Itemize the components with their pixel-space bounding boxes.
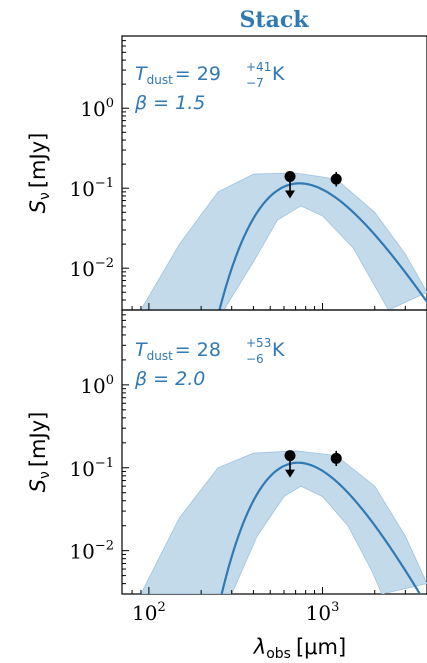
panel-top-beta-annotation: β = 1.5: [134, 92, 205, 114]
panel-bottom-points: [284, 450, 342, 478]
x-axis-label-symbol: λ: [253, 635, 266, 659]
panel-top: 100 10−1 10−2 Tdust = 29 +41 −7 K β = 1.5 S…: [26, 35, 427, 311]
panel-bottom: 100 10−1 10−2 102 103 Tdust = 28 +53 −6 K β …: [26, 309, 427, 625]
panel-bottom-tdust-annotation: Tdust = 28: [135, 339, 221, 363]
x-axis-label: λobs [μm]: [253, 635, 346, 662]
panel-top-tdust-err-high: +41: [246, 60, 271, 74]
panel-top-ylabel-symbol: S: [26, 200, 50, 213]
upper-limit-point: [284, 450, 296, 462]
chart-title: Stack: [240, 7, 310, 33]
panel-top-ylabel: Sν [mJy]: [26, 133, 53, 214]
panel-top-tdust-err-low: −7: [246, 76, 264, 90]
panel-top-tdust-symbol: T: [135, 63, 148, 85]
upper-limit-point: [284, 171, 296, 183]
panel-top-y-ticks: 100 10−1 10−2: [69, 35, 129, 311]
panel-top-band-layer: [140, 172, 427, 310]
x-axis-label-unit: [μm]: [296, 635, 346, 659]
panel-top-tdust-unit: K: [272, 63, 285, 85]
panel-bottom-uncertainty-band: [140, 450, 427, 594]
panel-bottom-beta-annotation: β = 2.0: [134, 368, 205, 390]
panel-bottom-y-ticks: 100 10−1 10−2: [69, 309, 129, 595]
x-tick-label: 102: [132, 600, 166, 625]
panel-top-ylabel-unit: [mJy]: [26, 133, 50, 188]
panel-bottom-tdust-symbol: T: [135, 339, 148, 361]
panel-top-tdust-value: = 29: [175, 63, 221, 85]
panel-bottom-tdust-err-high: +53: [246, 336, 271, 350]
panel-bottom-model-curve: [220, 461, 422, 594]
panel-bottom-tdust-unit: K: [272, 339, 285, 361]
panel-top-model-curve: [218, 182, 427, 310]
panel-bottom-band-layer: [140, 450, 427, 594]
x-tick-label: 103: [306, 600, 340, 625]
y-tick-label: 10−2: [69, 256, 114, 281]
upper-limit-arrow: [285, 469, 296, 478]
y-tick-label: 10−2: [69, 539, 114, 564]
panel-top-tdust-subscript: dust: [147, 73, 173, 87]
upper-limit-arrow: [285, 190, 296, 199]
y-tick-label: 100: [80, 373, 114, 398]
panel-bottom-frame: [121, 309, 427, 595]
panel-top-tdust-annotation: Tdust = 29: [135, 63, 221, 87]
panel-bottom-ylabel-unit: [mJy]: [26, 412, 50, 467]
panel-bottom-x-ticks: 102 103: [121, 587, 427, 625]
panel-top-points: [284, 171, 342, 199]
data-point: [330, 452, 342, 464]
panel-top-uncertainty-band: [140, 172, 427, 310]
panel-bottom-ylabel-symbol: S: [26, 479, 50, 492]
panel-top-ylabel-subscript: ν: [37, 192, 53, 200]
panel-bottom-tdust-subscript: dust: [147, 349, 173, 363]
y-tick-label: 10−1: [69, 456, 114, 481]
y-tick-label: 10−1: [69, 176, 114, 201]
y-tick-label: 100: [80, 96, 114, 121]
panel-bottom-tdust-value: = 28: [175, 339, 221, 361]
panel-bottom-ylabel-subscript: ν: [37, 471, 53, 479]
data-point: [330, 173, 342, 185]
panel-bottom-ylabel: Sν [mJy]: [26, 412, 53, 493]
panel-bottom-tdust-err-low: −6: [246, 352, 264, 366]
panel-top-x-minor-ticks: [121, 303, 427, 310]
x-axis-label-subscript: obs: [266, 646, 291, 662]
